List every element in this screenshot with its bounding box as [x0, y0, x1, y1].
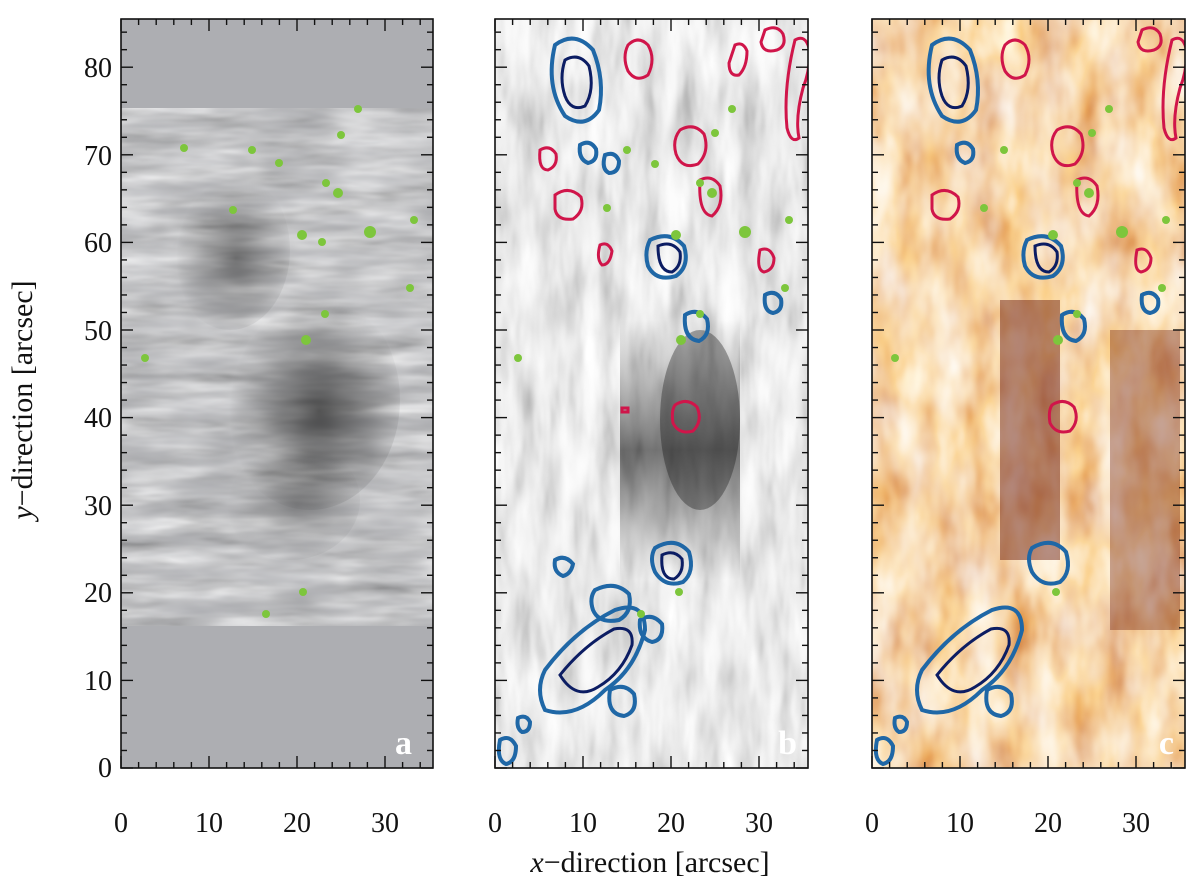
x-tick-label: 30	[1122, 808, 1150, 839]
panel-frames	[120, 18, 1186, 769]
x-tick-label: 10	[946, 808, 974, 839]
y-tick-label: 10	[84, 666, 112, 697]
y-tick-labels: 0 10 20 30 40 50 60 70 80	[84, 53, 112, 784]
panel-b-markers	[514, 105, 793, 618]
panel-a	[121, 19, 433, 768]
x-tick-label: 10	[195, 808, 223, 839]
x-tick-label: 10	[569, 808, 597, 839]
x-tick-label: 30	[371, 808, 399, 839]
panel-a-image	[121, 108, 433, 626]
y-tick-label: 30	[84, 491, 112, 522]
x-tick-label: 20	[283, 808, 311, 839]
x-tick-label: 20	[657, 808, 685, 839]
axis-ticks	[120, 19, 1185, 769]
panel-b-image	[495, 19, 808, 768]
panel-b-positive-contours	[538, 26, 808, 434]
y-tick-label: 0	[98, 753, 112, 784]
y-tick-label: 40	[84, 403, 112, 434]
y-tick-label: 70	[84, 141, 112, 172]
panel-b	[495, 19, 808, 768]
y-tick-label: 20	[84, 578, 112, 609]
y-tick-label: 50	[84, 316, 112, 347]
panel-c-letter: c	[1159, 725, 1174, 762]
panel-c	[872, 19, 1185, 768]
x-tick-label: 30	[745, 808, 773, 839]
x-tick-label: 20	[1034, 808, 1062, 839]
panel-a-markers	[141, 105, 418, 618]
panel-b-negative-contours	[496, 36, 784, 767]
x-tick-labels: 0 10 20 30 0 10 20 30 0 10 20 30	[114, 808, 1150, 839]
panel-c-markers	[891, 105, 1170, 596]
y-tick-label: 60	[84, 228, 112, 259]
panel-c-image	[872, 19, 1185, 768]
y-tick-label: 80	[84, 53, 112, 84]
x-tick-label: 0	[865, 808, 879, 839]
panel-a-letter: a	[395, 725, 412, 762]
x-axis-title: x−direction [arcsec]	[529, 846, 769, 879]
panel-b-letter: b	[778, 725, 797, 762]
x-tick-label: 0	[114, 808, 128, 839]
y-axis-title: y−direction [arcsec]	[6, 280, 39, 522]
x-tick-label: 0	[488, 808, 502, 839]
panel-c-positive-contours	[930, 26, 1185, 434]
